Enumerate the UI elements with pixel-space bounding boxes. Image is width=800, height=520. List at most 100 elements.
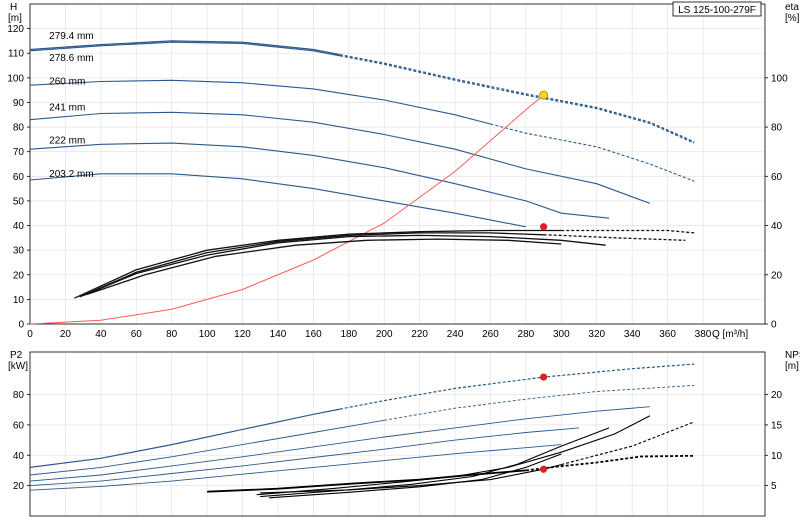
- y-tick-label: 20: [13, 270, 25, 281]
- y2-axis-label: NPSH: [785, 350, 800, 361]
- x-tick-label: 120: [234, 329, 251, 340]
- x-tick-label: 80: [166, 329, 178, 340]
- y-tick-label: 20: [13, 481, 25, 492]
- efficiency-curve-solid: [86, 238, 562, 296]
- head-panel: 0 10 20 30 40 50 60 70 80 90 100 110 120 0 20 40 60 80 100…: [7, 2, 799, 340]
- x-tick-label: 180: [340, 329, 357, 340]
- y-tick-label: 40: [13, 221, 25, 232]
- y2-tick-label: 20: [771, 270, 783, 281]
- y-tick-label: 90: [13, 98, 25, 109]
- power-npsh-panel: 20 40 60 80 5 10 15 20 P2[kW] NPSH[m]: [8, 350, 800, 517]
- power-curve-solid: [29, 406, 650, 482]
- y2-axis-label: eta: [785, 2, 799, 13]
- x-tick-label: 100: [199, 329, 216, 340]
- y2-tick-label: 0: [771, 320, 777, 331]
- npsh-curve-dashed: [561, 421, 695, 466]
- head-curve-solid: [29, 40, 341, 56]
- power-curve-solid: [29, 427, 580, 487]
- x-tick-label: 320: [588, 329, 605, 340]
- head-curve-solid: [29, 173, 527, 228]
- x-tick-label: 20: [60, 329, 72, 340]
- head-curve-solid: [29, 142, 610, 219]
- head-curve-solid: [29, 79, 491, 125]
- head-curve-solid: [29, 41, 341, 57]
- x-tick-label: 40: [95, 329, 107, 340]
- y-axis-unit: [m]: [8, 13, 22, 24]
- x-tick-label: 200: [376, 329, 393, 340]
- head-curve-dashed: [490, 123, 695, 182]
- y-tick-label: 80: [13, 390, 25, 401]
- x-tick-label: 220: [411, 329, 428, 340]
- y-axis-label: P2: [10, 350, 23, 361]
- x-tick-label: 280: [518, 329, 535, 340]
- y-tick-label: 60: [13, 420, 25, 431]
- x-tick-label: 380: [695, 329, 712, 340]
- efficiency-curve-solid: [82, 234, 606, 297]
- operating-point: [539, 90, 549, 100]
- power-curve-solid: [29, 444, 562, 491]
- y-tick-label: 110: [8, 49, 24, 60]
- power-curve-solid: [29, 419, 385, 476]
- y2-tick-label: 5: [771, 481, 777, 492]
- head-curve-dashed: [339, 55, 695, 144]
- y-tick-label: 100: [7, 73, 24, 84]
- x-tick-label: 160: [305, 329, 322, 340]
- plot-frame: [29, 3, 766, 325]
- npsh-curve-solid: [256, 415, 651, 496]
- x-axis-label: Q [m³/h]: [712, 329, 748, 340]
- efficiency-curve-solid: [79, 232, 544, 298]
- y2-tick-label: 40: [771, 221, 783, 232]
- head-curve-solid: [29, 111, 651, 204]
- impeller-label: 241 mm: [49, 102, 85, 113]
- x-tick-label: 300: [553, 329, 570, 340]
- x-tick-label: 240: [447, 329, 464, 340]
- impeller-label: 222 mm: [49, 136, 85, 147]
- y-tick-label: 70: [13, 147, 25, 158]
- operating-point: [540, 465, 548, 473]
- head-curve-dashed: [339, 54, 695, 143]
- y2-tick-label: 80: [771, 123, 783, 134]
- x-tick-label: 340: [624, 329, 641, 340]
- plot-frame: [29, 351, 766, 517]
- x-tick-label: 0: [27, 329, 33, 340]
- y-tick-label: 80: [13, 123, 25, 134]
- y-tick-label: 40: [13, 451, 25, 462]
- efficiency-curve-dashed: [561, 229, 695, 234]
- x-tick-label: 360: [659, 329, 676, 340]
- impeller-label: 278.6 mm: [49, 53, 93, 64]
- efficiency-curve-solid: [74, 229, 562, 299]
- model-label: LS 125-100-279F: [678, 5, 756, 16]
- x-tick-label: 260: [482, 329, 499, 340]
- impeller-label: 203.2 mm: [49, 169, 93, 180]
- y2-tick-label: 10: [771, 451, 783, 462]
- y-tick-label: 50: [13, 196, 25, 207]
- model-label-box: LS 125-100-279F: [672, 1, 762, 17]
- impeller-label: 260 mm: [49, 77, 85, 88]
- y2-tick-label: 100: [771, 73, 788, 84]
- y2-axis-unit: [%]: [785, 13, 800, 24]
- y-tick-label: 30: [13, 246, 25, 257]
- x-tick-label: 60: [131, 329, 143, 340]
- efficiency-curve-dashed: [543, 234, 686, 241]
- npsh-curve-solid: [260, 464, 562, 494]
- power-curve-dashed: [339, 363, 695, 410]
- y2-tick-label: 20: [771, 390, 783, 401]
- y-axis-unit: [kW]: [8, 361, 28, 372]
- operating-point: [540, 223, 548, 231]
- power-curve-solid: [29, 408, 341, 468]
- x-tick-label: 140: [270, 329, 287, 340]
- y2-tick-label: 60: [771, 172, 783, 183]
- operating-point: [540, 373, 548, 381]
- y-tick-label: 0: [18, 320, 24, 331]
- power-curve-dashed: [384, 384, 695, 421]
- y-tick-label: 10: [13, 295, 25, 306]
- y2-axis-unit: [m]: [785, 361, 799, 372]
- y-tick-label: 60: [13, 172, 25, 183]
- y-axis-label: H: [10, 2, 17, 13]
- impeller-label: 279.4 mm: [49, 31, 93, 42]
- npsh-curve-dashed: [525, 455, 695, 472]
- y-tick-label: 120: [7, 24, 24, 35]
- y2-tick-label: 15: [771, 420, 783, 431]
- system-curve: [29, 94, 544, 325]
